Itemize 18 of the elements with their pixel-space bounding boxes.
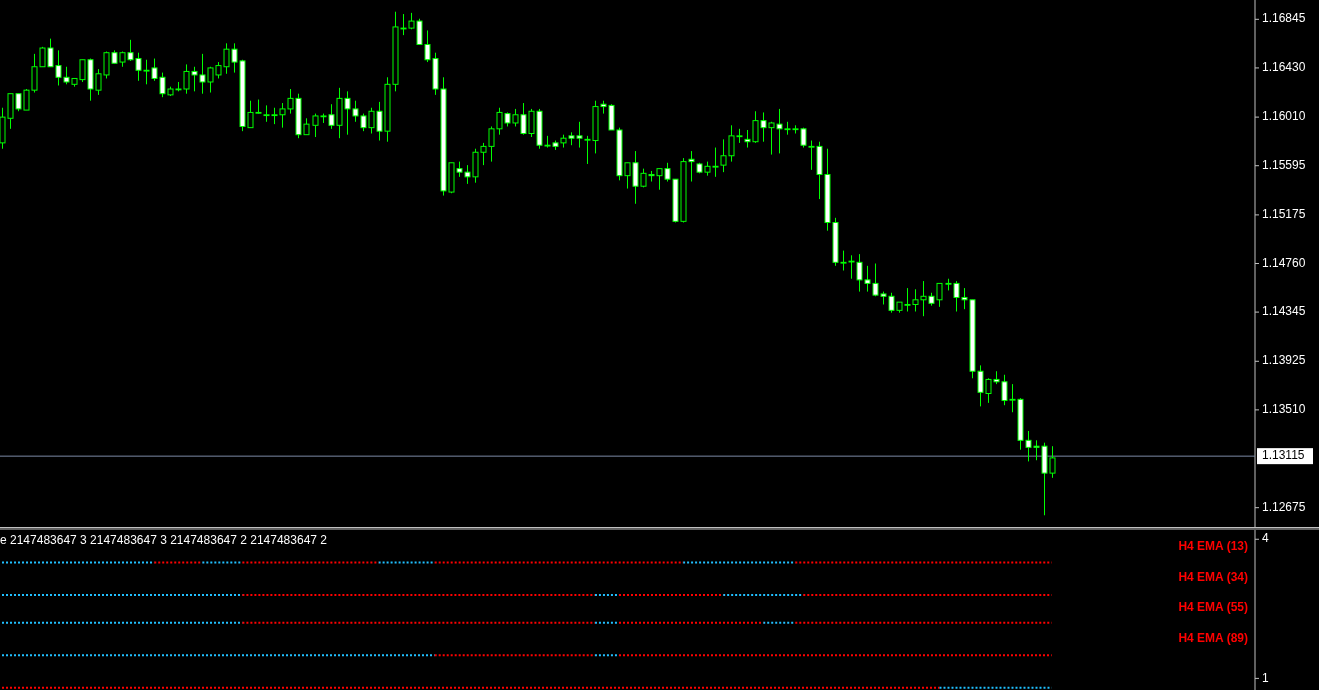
annotation: H4 EMA (89) [1178,630,1248,645]
y-tick-label: 1.14760 [1262,255,1306,270]
y-tick-label: 1.16430 [1262,60,1306,75]
annotation: H4 EMA (34) [1178,569,1248,584]
annotation: H4 EMA (55) [1178,600,1248,614]
y-tick-label: 1 [1262,670,1269,685]
y-tick-label: 1.13510 [1262,402,1306,417]
y-tick-label: 1.15175 [1262,207,1306,222]
y-tick-label: 1.16010 [1262,109,1306,124]
y-tick-label: 1.12675 [1262,499,1306,514]
annotation: H4 EMA (13) [1178,539,1248,553]
y-tick-label: 4 [1262,531,1269,546]
ref-line-label: 1.13115 [1262,448,1305,463]
y-tick-label: 1.13925 [1262,353,1306,368]
y-tick-label: 1.14345 [1262,304,1306,319]
chart-title: e 2147483647 3 2147483647 3 2147483647 2 2147483647 2 [0,533,328,547]
y-tick-label: 1.15595 [1262,157,1306,172]
y-tick-label: 1.16845 [1262,11,1306,26]
